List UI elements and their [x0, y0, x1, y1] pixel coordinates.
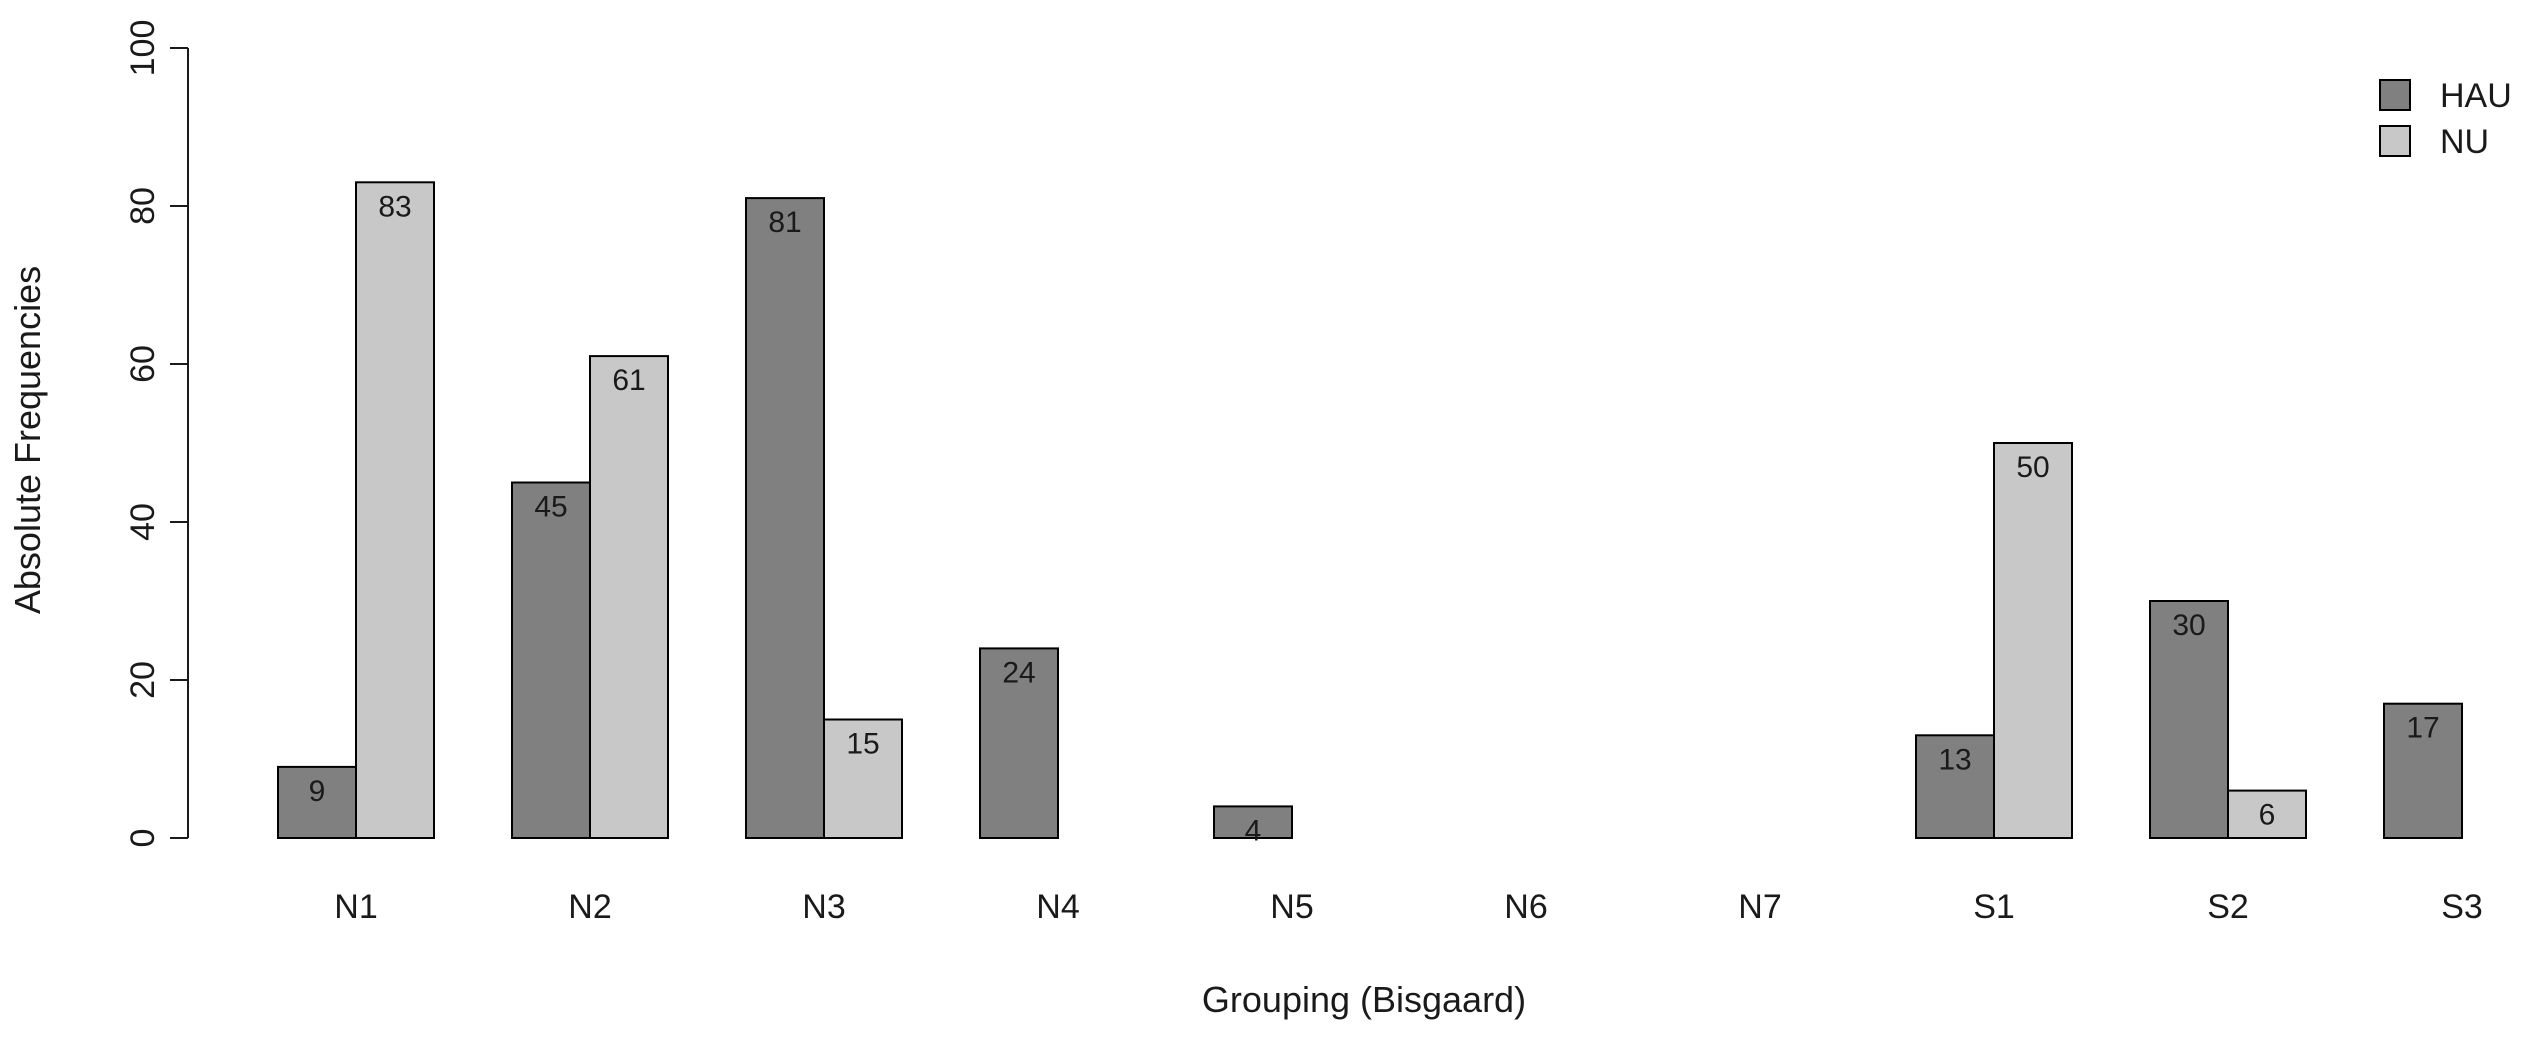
legend-label-nu: NU — [2440, 123, 2489, 161]
bar-value-label: 4 — [1245, 814, 1262, 847]
legend: HAU NU — [2379, 77, 2512, 161]
bar-value-label: 61 — [612, 364, 645, 397]
bar-value-label: 13 — [1938, 743, 1971, 776]
y-tick-label: 20 — [124, 661, 162, 699]
bar-value-label: 9 — [309, 775, 326, 808]
bar-nu-n1 — [355, 181, 435, 840]
y-tick-label: 60 — [124, 345, 162, 383]
x-axis-title: Grouping (Bisgaard) — [1202, 979, 1526, 1020]
bar-value-label: 45 — [534, 491, 567, 524]
x-tick-label: S1 — [1973, 888, 2015, 926]
bars-group: 9 83 45 61 81 15 24 4 13 50 30 6 17 — [277, 181, 2463, 847]
bar-hau-n5 — [1213, 805, 1293, 840]
x-tick-label: N6 — [1504, 888, 1547, 926]
bar-value-label: 24 — [1002, 656, 1035, 689]
y-tick-label: 100 — [124, 20, 162, 77]
x-tick-label: S3 — [2441, 888, 2483, 926]
bar-value-label: 6 — [2259, 799, 2276, 832]
bar-nu-n2 — [589, 355, 669, 839]
bar-hau-s1 — [1915, 734, 1995, 839]
x-tick-label: N5 — [1270, 888, 1313, 926]
bar-value-label: 17 — [2406, 712, 2439, 745]
bar-hau-n4 — [979, 647, 1059, 840]
bar-value-label: 81 — [768, 206, 801, 239]
bar-hau-n2 — [511, 481, 591, 839]
bar-nu-s1 — [1993, 442, 2073, 839]
y-tick-label: 40 — [124, 503, 162, 541]
bar-hau-s2 — [2149, 600, 2229, 839]
bar-value-label: 83 — [378, 190, 411, 223]
x-axis-labels: N1 N2 N3 N4 N5 N6 N7 S1 S2 S3 — [334, 888, 2483, 926]
x-tick-label: N2 — [568, 888, 611, 926]
y-tick-label: 80 — [124, 187, 162, 225]
legend-label-hau: HAU — [2440, 77, 2512, 115]
legend-swatch-nu — [2379, 125, 2411, 157]
bar-value-label: 15 — [846, 728, 879, 761]
bar-hau-n3 — [745, 197, 825, 840]
x-tick-label: N1 — [334, 888, 377, 926]
y-tick-label: 0 — [124, 829, 162, 848]
y-axis-title: Absolute Frequencies — [7, 266, 48, 614]
bar-nu-s2 — [2227, 789, 2307, 839]
bar-hau-s3 — [2383, 702, 2463, 840]
legend-swatch-hau — [2379, 79, 2411, 111]
bar-value-label: 30 — [2172, 609, 2205, 642]
bar-nu-n3 — [823, 718, 903, 839]
bar-hau-n1 — [277, 765, 357, 840]
y-axis: 0 20 40 60 80 100 — [124, 20, 189, 848]
x-tick-label: S2 — [2207, 888, 2249, 926]
bar-value-label: 50 — [2016, 451, 2049, 484]
x-tick-label: N7 — [1738, 888, 1781, 926]
x-tick-label: N4 — [1036, 888, 1079, 926]
x-tick-label: N3 — [802, 888, 845, 926]
